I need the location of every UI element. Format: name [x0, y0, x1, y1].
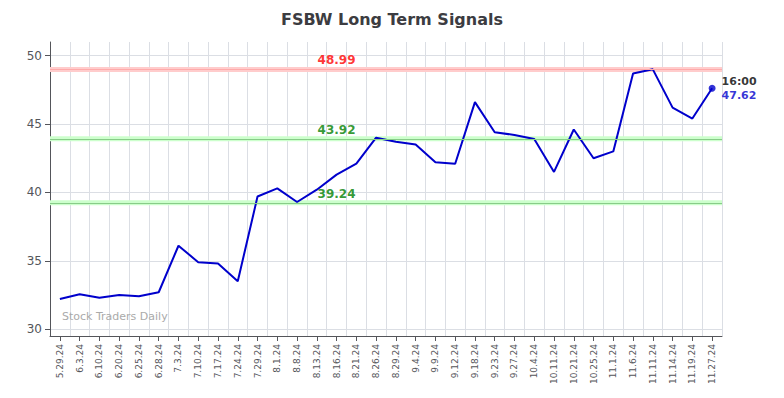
svg-text:50: 50 [27, 49, 42, 63]
svg-text:35: 35 [27, 254, 42, 268]
svg-text:11.27.24: 11.27.24 [707, 344, 717, 384]
svg-text:7.17.24: 7.17.24 [213, 344, 223, 379]
svg-text:7.29.24: 7.29.24 [253, 344, 263, 379]
svg-text:11.1.24: 11.1.24 [608, 344, 618, 379]
svg-text:10.11.24: 10.11.24 [549, 344, 559, 384]
svg-text:10.21.24: 10.21.24 [569, 344, 579, 384]
svg-text:11.11.24: 11.11.24 [648, 344, 658, 384]
svg-text:9.27.24: 9.27.24 [509, 344, 519, 379]
svg-text:40: 40 [27, 185, 42, 199]
svg-text:43.92: 43.92 [318, 123, 356, 137]
svg-text:11.14.24: 11.14.24 [668, 344, 678, 384]
svg-text:7.3.24: 7.3.24 [173, 344, 183, 373]
svg-text:8.29.24: 8.29.24 [391, 344, 401, 379]
svg-text:6.25.24: 6.25.24 [134, 344, 144, 379]
svg-text:7.24.24: 7.24.24 [233, 344, 243, 379]
svg-text:45: 45 [27, 117, 42, 131]
svg-text:9.12.24: 9.12.24 [450, 344, 460, 379]
svg-text:9.4.24: 9.4.24 [411, 344, 421, 373]
svg-text:7.10.24: 7.10.24 [193, 344, 203, 379]
svg-text:FSBW Long Term Signals: FSBW Long Term Signals [281, 10, 503, 29]
svg-text:6.3.24: 6.3.24 [75, 344, 85, 373]
svg-text:Stock Traders Daily: Stock Traders Daily [62, 310, 168, 323]
svg-text:8.13.24: 8.13.24 [312, 344, 322, 379]
svg-text:9.18.24: 9.18.24 [470, 344, 480, 379]
svg-text:8.8.24: 8.8.24 [292, 344, 302, 373]
svg-text:8.1.24: 8.1.24 [272, 344, 282, 373]
svg-text:8.21.24: 8.21.24 [351, 344, 361, 379]
svg-text:5.29.24: 5.29.24 [55, 344, 65, 379]
svg-text:47.62: 47.62 [722, 89, 757, 102]
svg-text:8.16.24: 8.16.24 [332, 344, 342, 379]
svg-text:6.28.24: 6.28.24 [154, 344, 164, 379]
svg-text:11.19.24: 11.19.24 [687, 344, 697, 384]
svg-text:10.4.24: 10.4.24 [529, 344, 539, 379]
svg-text:6.20.24: 6.20.24 [114, 344, 124, 379]
svg-text:39.24: 39.24 [318, 187, 356, 201]
svg-text:48.99: 48.99 [318, 53, 356, 67]
svg-text:8.26.24: 8.26.24 [371, 344, 381, 379]
svg-text:16:00: 16:00 [722, 75, 757, 88]
svg-text:10.25.24: 10.25.24 [589, 344, 599, 384]
svg-text:9.23.24: 9.23.24 [490, 344, 500, 379]
svg-text:6.10.24: 6.10.24 [94, 344, 104, 379]
svg-text:9.9.24: 9.9.24 [430, 344, 440, 373]
svg-text:11.6.24: 11.6.24 [628, 344, 638, 379]
svg-text:30: 30 [27, 322, 42, 336]
